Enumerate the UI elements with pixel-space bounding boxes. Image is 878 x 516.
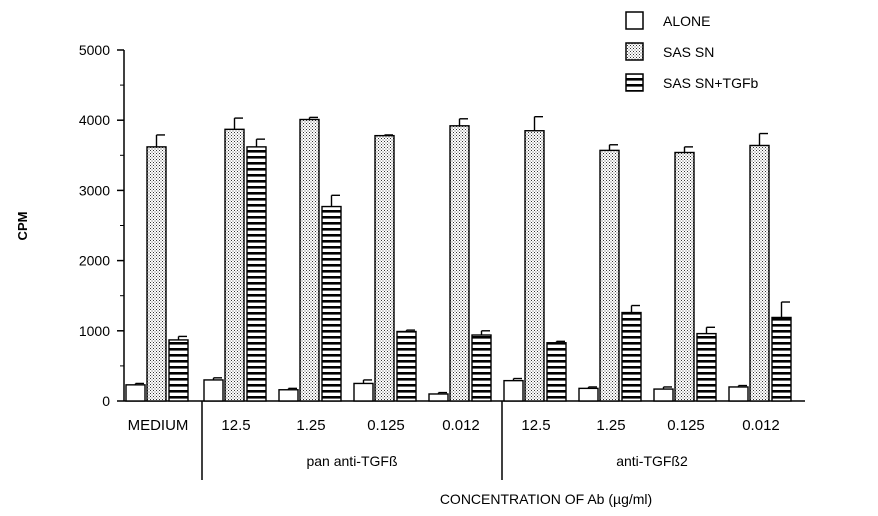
legend-swatch: [625, 42, 644, 61]
y-tick-label: 2000: [79, 253, 110, 269]
bars: [125, 115, 792, 402]
x-tick-labels: MEDIUM 12.5 1.25 0.125 0.012 12.5 1.25 0.125 0.0…: [128, 417, 780, 434]
legend: ALONE SAS SN SAS SN+TGFb: [625, 11, 759, 92]
bar-alone: [278, 389, 299, 402]
x-axis-label: CONCENTRATION OF Ab (µg/ml): [440, 491, 652, 507]
x-tick-label: 12.5: [221, 417, 250, 434]
bar-sas-sn-tgfb: [246, 146, 267, 402]
bar-sas-sn: [146, 146, 167, 402]
x-tick-label: 0.125: [667, 417, 705, 434]
bar-sas-sn: [224, 128, 245, 402]
y-tick-label: 0: [102, 393, 110, 409]
bar-sas-sn-tgfb: [321, 205, 342, 402]
bar-alone: [578, 387, 599, 402]
bar-sas-sn: [749, 144, 770, 402]
legend-label: ALONE: [663, 13, 710, 29]
x-tick-label: 0.125: [367, 417, 405, 434]
bar-sas-sn-tgfb: [396, 330, 417, 402]
bar-sas-sn-tgfb: [168, 339, 189, 402]
bar-alone: [428, 393, 449, 402]
bar-alone: [503, 379, 524, 402]
y-tick-label: 1000: [79, 323, 110, 339]
x-tick-label: 1.25: [296, 417, 325, 434]
bar-sas-sn: [299, 118, 320, 402]
bar-sas-sn-tgfb: [621, 311, 642, 402]
bar-sas-sn: [599, 149, 620, 402]
legend-label: SAS SN: [663, 44, 714, 60]
x-tick-label: 0.012: [742, 417, 780, 434]
legend-label: SAS SN+TGFb: [663, 75, 759, 91]
x-tick-label: MEDIUM: [128, 417, 189, 434]
y-ticks: 0 1000 2000 3000 4000 5000: [79, 42, 124, 409]
bar-alone: [353, 382, 374, 402]
y-axis-label: CPM: [15, 212, 30, 241]
y-tick-label: 3000: [79, 182, 110, 198]
bar-sas-sn: [524, 130, 545, 402]
bar-alone: [125, 384, 146, 402]
bar-sas-sn-tgfb: [471, 334, 492, 402]
y-tick-label: 5000: [79, 42, 110, 58]
legend-swatch: [625, 11, 644, 30]
bar-sas-sn: [674, 151, 695, 402]
bar-sas-sn-tgfb: [546, 342, 567, 402]
bar-sas-sn: [374, 134, 395, 402]
x-tick-label: 0.012: [442, 417, 480, 434]
bar-sas-sn-tgfb: [696, 332, 717, 402]
y-tick-label: 4000: [79, 112, 110, 128]
legend-swatch: [625, 73, 644, 92]
bar-alone: [203, 379, 224, 402]
x-tick-label: 12.5: [521, 417, 550, 434]
x-tick-label: 1.25: [596, 417, 625, 434]
group-label-pan-anti-tgfb: pan anti-TGFß: [306, 453, 397, 469]
group-label-anti-tgfb2: anti-TGFß2: [616, 453, 688, 469]
bar-sas-sn-tgfb: [771, 316, 792, 402]
bar-alone: [653, 388, 674, 402]
bar-sas-sn: [449, 125, 470, 402]
bar-alone: [728, 386, 749, 402]
